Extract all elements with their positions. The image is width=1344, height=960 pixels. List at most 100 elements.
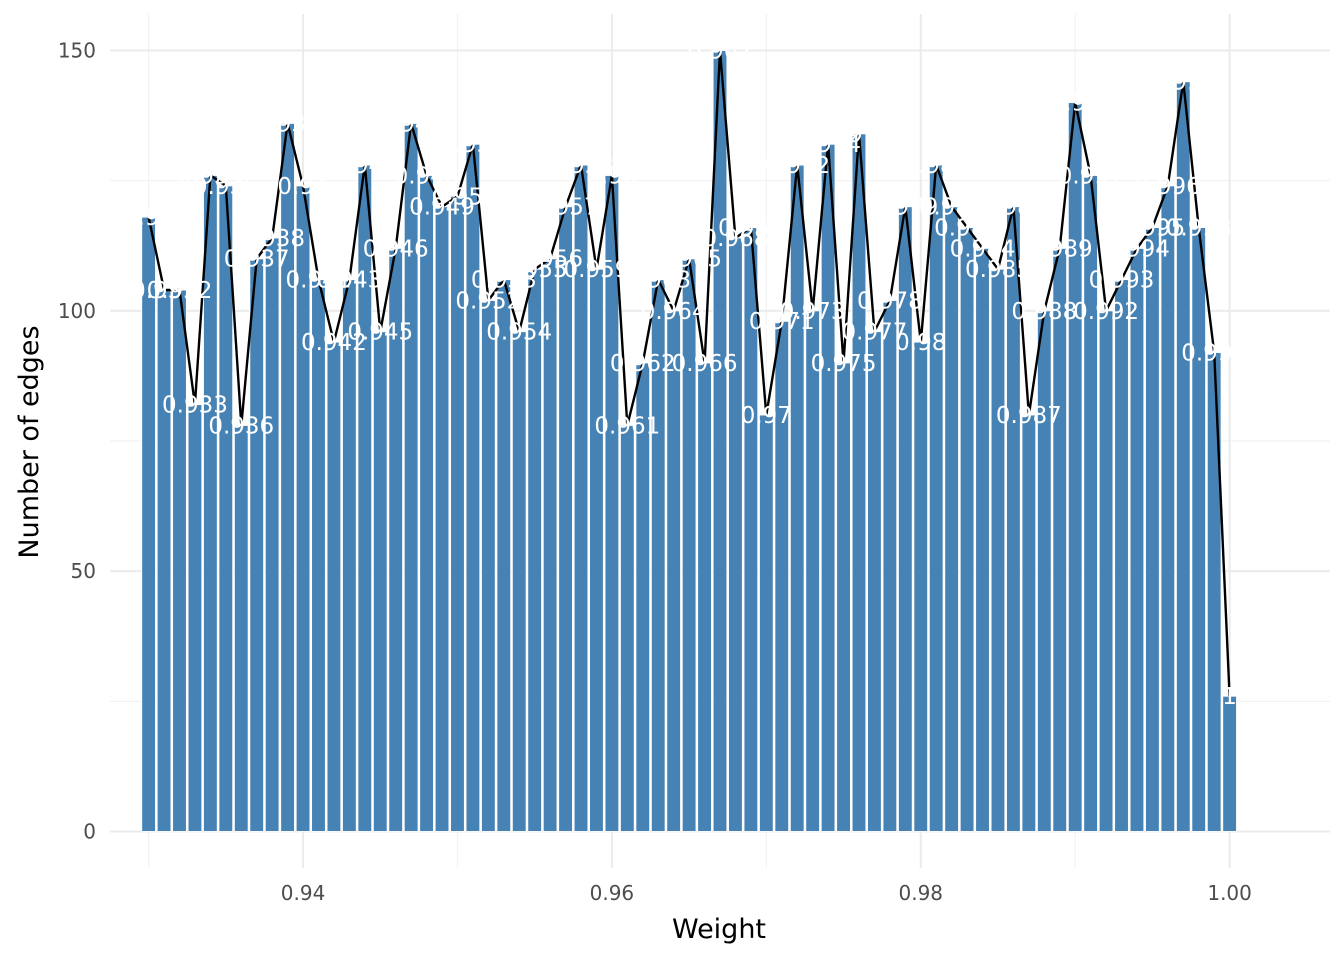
bar-label: 0.979: [872, 195, 938, 221]
bar-label: 0.986: [980, 195, 1046, 221]
bar-label: 0.95: [432, 184, 483, 210]
bar: [527, 268, 543, 833]
bar-label: 0.988: [1011, 299, 1077, 325]
x-tick-label: 0.98: [898, 881, 943, 905]
bar-label: 0.937: [224, 247, 290, 273]
bar-value-labels: 0.930.9310.9320.9330.9340.9350.9360.9370…: [123, 38, 1247, 710]
bar-label: 0.958: [548, 153, 614, 179]
bar: [1114, 279, 1129, 833]
bar-label: 0.984: [950, 236, 1016, 262]
bar: [866, 331, 882, 833]
bar: [913, 341, 929, 833]
bar-label: 0.949: [409, 195, 475, 221]
y-tick-label: 100: [58, 299, 96, 323]
bar: [141, 216, 157, 833]
trend-line-layer: [147, 49, 1231, 697]
bar: [666, 310, 682, 833]
bar: [202, 174, 218, 833]
x-tick-label: 1.00: [1207, 881, 1252, 905]
bar: [1052, 247, 1068, 833]
bar: [820, 143, 836, 833]
bar-label: 0.959: [564, 257, 630, 283]
bar: [959, 227, 975, 833]
trend-line: [147, 49, 1231, 697]
bar-label: 0.953: [471, 268, 537, 294]
bar: [990, 268, 1006, 833]
bar: [1098, 310, 1114, 833]
bar-label: 0.956: [517, 247, 583, 273]
bar-label: 0.938: [239, 226, 305, 252]
bar-label: 0.945: [347, 320, 413, 346]
bar: [1160, 185, 1176, 833]
x-tick-label: 0.94: [281, 881, 326, 905]
bar-label: 0.941: [286, 268, 352, 294]
bar: [496, 279, 512, 833]
bar-label: 0.983: [934, 216, 1000, 242]
bar-label: 0.934: [177, 163, 243, 189]
bar-label: 0.955: [502, 257, 568, 283]
bar-label: 0.954: [486, 320, 552, 346]
bar-label: 0.96: [586, 163, 637, 189]
bar: [249, 258, 265, 833]
bar: [465, 143, 481, 833]
bar-label: 0.99: [1050, 91, 1101, 117]
bar: [851, 133, 867, 833]
bar: [619, 424, 635, 833]
bar-label: 0.978: [857, 288, 923, 314]
bar: [1021, 414, 1037, 833]
bar-label: 0.982: [919, 195, 985, 221]
bar-label: 0.961: [594, 413, 660, 439]
bar: [187, 404, 203, 833]
bar: [589, 268, 604, 833]
bar: [218, 185, 234, 833]
bar-label: 0.957: [533, 195, 599, 221]
bar: [774, 320, 790, 833]
bar-label: 0.975: [811, 351, 877, 377]
bar: [1036, 310, 1052, 833]
bar-label: 0.935: [193, 174, 259, 200]
bar-label: 0.947: [378, 111, 444, 137]
bar-label: 0.972: [764, 153, 830, 179]
bar-label: 0.933: [162, 393, 228, 419]
bar: [1129, 247, 1145, 833]
bar-label: 0.962: [610, 351, 676, 377]
y-axis-title: Number of edges: [14, 325, 45, 558]
bar: [697, 362, 713, 833]
axes: 0.94 0.96 0.98 1.00 0 50 100 150: [58, 38, 1252, 905]
bar: [434, 206, 450, 833]
bar-label: 1: [1222, 684, 1237, 710]
bar: [836, 362, 851, 833]
bar-label: 0.942: [301, 330, 367, 356]
bar-label: 0.973: [780, 299, 846, 325]
bar: [326, 341, 342, 833]
bar-label: 0.951: [440, 132, 506, 158]
bar: [264, 237, 280, 833]
bar-label: 0.976: [826, 122, 892, 148]
bar-label: 0.939: [255, 111, 321, 137]
bar-label: 0.981: [903, 153, 969, 179]
bar-label: 0.994: [1104, 236, 1170, 262]
bar-label: 0.985: [965, 257, 1031, 283]
bar: [1222, 695, 1238, 833]
bar: [975, 247, 990, 833]
bar-label: 0.992: [1073, 299, 1139, 325]
bar-label: 0.964: [641, 299, 707, 325]
bar-label: 0.989: [1027, 236, 1093, 262]
bar-label: 0.965: [656, 247, 722, 273]
bar-label: 0.94: [277, 174, 328, 200]
y-tick-label: 0: [83, 820, 96, 844]
bar: [727, 237, 743, 833]
bar-label: 0.971: [749, 309, 815, 335]
bar: [357, 164, 373, 833]
bar-label: 0.952: [455, 288, 521, 314]
x-axis-title: Weight: [672, 914, 766, 945]
bar-label: 0.963: [625, 268, 691, 294]
bar-label: 0.993: [1089, 268, 1155, 294]
bar: [558, 206, 574, 833]
bar-label: 0.974: [795, 132, 861, 158]
bar-label: 0.944: [332, 153, 398, 179]
bar-label: 0.977: [842, 320, 908, 346]
bar: [341, 279, 357, 833]
y-tick-label: 50: [71, 559, 96, 583]
bar: [372, 331, 388, 833]
